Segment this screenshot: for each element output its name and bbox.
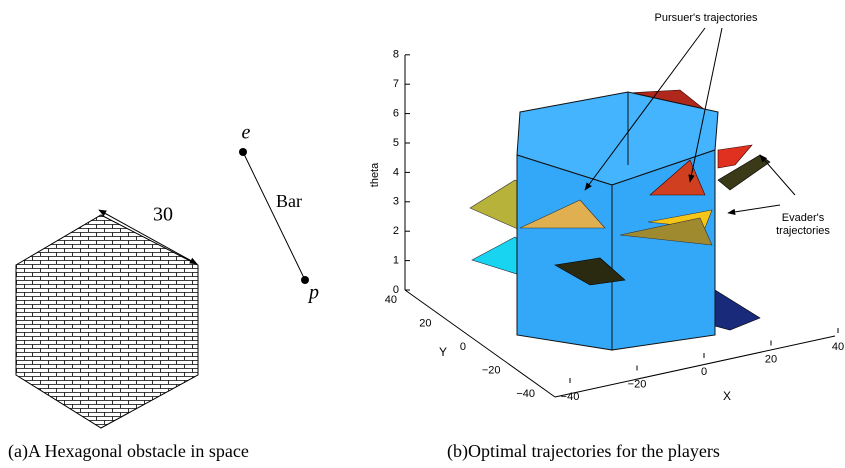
prism-face <box>612 150 715 350</box>
z-tick-label: 7 <box>393 78 399 90</box>
y-tick-label: 20 <box>419 317 431 329</box>
caption-b: (b)Optimal trajectories for the players <box>447 441 720 462</box>
x-tick-label: 40 <box>832 341 844 353</box>
edge-label: 30 <box>153 204 173 226</box>
annotation-arrow <box>760 155 795 195</box>
z-tick-label: 5 <box>393 137 399 149</box>
bar-line <box>243 152 305 280</box>
z-tick-label: 3 <box>393 196 399 208</box>
y-tick-label: −20 <box>482 364 501 376</box>
y-tick-label: −40 <box>516 388 535 400</box>
x-tick-label: −20 <box>628 378 647 390</box>
panel-a: 30 e p Bar (a)A Hexagonal obstacle in sp… <box>8 122 319 463</box>
pursuer-label: Pursuer's trajectories <box>655 12 758 24</box>
y-axis-label: Y <box>439 345 447 359</box>
evader-label: trajectories <box>776 225 830 237</box>
y-tick-label: 40 <box>385 294 397 306</box>
annotation-arrow <box>728 205 780 213</box>
evader-label: Evader's <box>782 212 825 224</box>
z-tick-label: 2 <box>393 225 399 237</box>
z-axis-label: theta <box>369 162 381 187</box>
y-tick-label: 0 <box>460 341 466 353</box>
hexagon-obstacle <box>16 215 198 428</box>
trajectory <box>715 290 760 330</box>
caption-a: (a)A Hexagonal obstacle in space <box>8 441 249 462</box>
point-p <box>301 276 309 284</box>
z-tick-label: 8 <box>393 49 399 61</box>
point-p-label: p <box>307 282 319 304</box>
bar-label: Bar <box>276 191 302 211</box>
z-tick-label: 1 <box>393 255 399 267</box>
point-e <box>239 148 247 156</box>
z-tick-label: 4 <box>393 166 399 178</box>
x-axis-label: X <box>723 389 731 403</box>
z-tick-label: 6 <box>393 108 399 120</box>
x-tick-label: −40 <box>561 391 580 403</box>
panel-b: Pursuer's trajectories Evader's trajecto… <box>369 12 844 462</box>
point-e-label: e <box>242 122 251 144</box>
x-tick-label: 0 <box>701 366 707 378</box>
x-tick-label: 20 <box>765 353 777 365</box>
figure: 30 e p Bar (a)A Hexagonal obstacle in sp… <box>0 0 845 468</box>
prism-face <box>517 155 612 350</box>
